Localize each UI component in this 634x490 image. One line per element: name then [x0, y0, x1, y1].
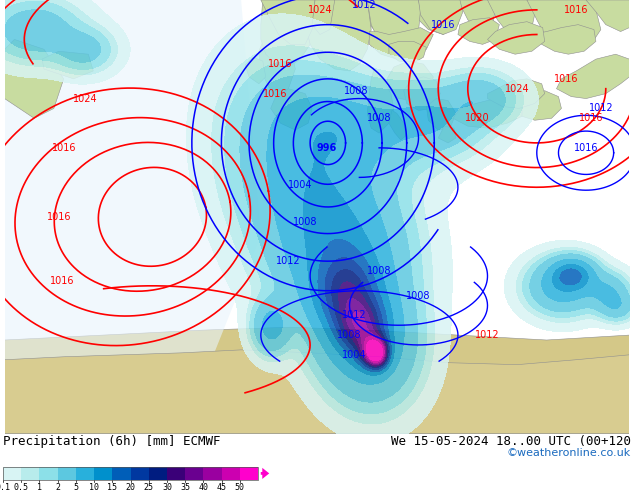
Text: 1016: 1016 — [49, 276, 74, 286]
Bar — [21, 467, 39, 480]
Text: 1004: 1004 — [288, 180, 313, 190]
Polygon shape — [389, 41, 427, 63]
Bar — [167, 467, 185, 480]
Polygon shape — [586, 0, 630, 31]
Text: 30: 30 — [162, 483, 172, 490]
Text: 1016: 1016 — [579, 113, 603, 123]
Text: 1008: 1008 — [367, 266, 391, 276]
Text: 35: 35 — [180, 483, 190, 490]
Polygon shape — [367, 0, 420, 48]
Polygon shape — [387, 61, 433, 100]
Text: 1004: 1004 — [342, 350, 366, 360]
Text: 10: 10 — [89, 483, 99, 490]
Text: 1012: 1012 — [588, 103, 613, 113]
Text: 1024: 1024 — [505, 84, 529, 94]
Bar — [112, 467, 131, 480]
Polygon shape — [354, 0, 418, 45]
Text: 1008: 1008 — [367, 113, 391, 123]
Bar — [58, 467, 76, 480]
Polygon shape — [488, 0, 537, 39]
Text: 1008: 1008 — [406, 291, 430, 301]
Text: 50: 50 — [235, 483, 245, 490]
Text: 1016: 1016 — [574, 143, 598, 153]
Text: 40: 40 — [198, 483, 209, 490]
Text: 1012: 1012 — [276, 256, 301, 266]
Text: 1012: 1012 — [342, 310, 366, 320]
Polygon shape — [458, 0, 497, 29]
Polygon shape — [367, 69, 394, 133]
Text: Precipitation (6h) [mm] ECMWF: Precipitation (6h) [mm] ECMWF — [3, 435, 221, 448]
Bar — [204, 467, 221, 480]
Text: 20: 20 — [126, 483, 136, 490]
Bar — [76, 467, 94, 480]
Polygon shape — [298, 0, 371, 71]
Polygon shape — [404, 77, 440, 110]
Polygon shape — [427, 98, 456, 130]
Text: 1008: 1008 — [337, 330, 362, 340]
Text: 1: 1 — [37, 483, 42, 490]
Text: 1024: 1024 — [307, 5, 332, 15]
Polygon shape — [389, 110, 406, 140]
Text: 25: 25 — [144, 483, 153, 490]
Text: 1012: 1012 — [352, 0, 377, 10]
Polygon shape — [4, 0, 261, 384]
Text: 15: 15 — [107, 483, 117, 490]
Bar — [131, 467, 149, 480]
Polygon shape — [4, 327, 630, 434]
Text: 0.1: 0.1 — [0, 483, 11, 490]
Polygon shape — [557, 54, 630, 98]
Text: 5: 5 — [74, 483, 79, 490]
Bar — [3, 467, 21, 480]
Polygon shape — [301, 0, 365, 49]
Polygon shape — [312, 0, 335, 34]
Text: 996: 996 — [317, 143, 337, 153]
Text: 1016: 1016 — [554, 74, 579, 84]
Polygon shape — [399, 0, 463, 34]
Polygon shape — [531, 24, 596, 54]
Polygon shape — [369, 27, 433, 59]
Text: 0.5: 0.5 — [14, 483, 29, 490]
Bar — [39, 467, 58, 480]
Polygon shape — [438, 126, 456, 143]
Polygon shape — [522, 91, 562, 120]
Polygon shape — [4, 350, 630, 434]
Polygon shape — [418, 0, 463, 34]
Polygon shape — [453, 97, 525, 128]
Bar — [221, 467, 240, 480]
Text: 1016: 1016 — [431, 20, 455, 29]
Polygon shape — [4, 39, 63, 118]
Text: 1012: 1012 — [476, 330, 500, 340]
Polygon shape — [261, 0, 315, 45]
Polygon shape — [488, 79, 545, 108]
Text: 1008: 1008 — [293, 217, 318, 227]
Bar — [240, 467, 258, 480]
Text: 1008: 1008 — [344, 86, 369, 96]
Polygon shape — [259, 31, 295, 97]
Polygon shape — [245, 57, 266, 84]
Bar — [149, 467, 167, 480]
Polygon shape — [488, 22, 545, 54]
Text: 2: 2 — [55, 483, 60, 490]
Polygon shape — [42, 51, 93, 79]
Text: 1020: 1020 — [465, 113, 490, 123]
Text: 45: 45 — [217, 483, 226, 490]
Text: 1016: 1016 — [46, 212, 71, 222]
Text: 1016: 1016 — [263, 89, 288, 98]
Polygon shape — [458, 18, 500, 45]
Bar — [94, 467, 112, 480]
Text: 1024: 1024 — [73, 94, 98, 103]
Text: 1016: 1016 — [51, 143, 76, 153]
Text: We 15-05-2024 18..00 UTC (00+120: We 15-05-2024 18..00 UTC (00+120 — [391, 435, 631, 448]
Text: 1016: 1016 — [268, 59, 293, 69]
Bar — [3, 467, 258, 480]
Polygon shape — [271, 89, 312, 130]
Text: 1016: 1016 — [564, 5, 588, 15]
Polygon shape — [261, 0, 310, 67]
Polygon shape — [527, 0, 576, 29]
Bar — [185, 467, 204, 480]
Polygon shape — [527, 0, 601, 49]
Text: ©weatheronline.co.uk: ©weatheronline.co.uk — [507, 448, 631, 458]
